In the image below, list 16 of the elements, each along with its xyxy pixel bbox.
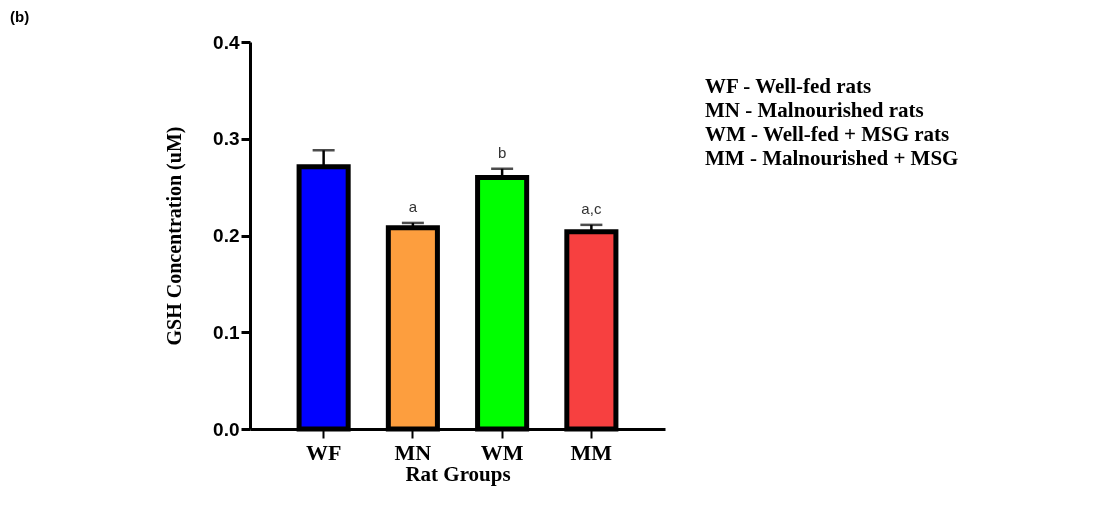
text: MM - Malnourished + MSG <box>705 146 959 170</box>
y-tick-label: 0.3 <box>213 128 240 150</box>
y-tick-label: 0.4 <box>213 31 240 53</box>
annotation: a,c <box>581 199 602 217</box>
y-axis-title: GSH Concentration (uM) <box>163 126 187 346</box>
text: WF - Well-fed rats <box>705 74 872 98</box>
x-tick-label: MM <box>570 439 613 465</box>
annotation: b <box>497 143 507 161</box>
text: WM - Well-fed + MSG rats <box>705 122 950 146</box>
x-tick-label: WF <box>305 439 342 465</box>
y-tick-label: 0.0 <box>213 418 240 440</box>
y-tick-label: 0.1 <box>213 321 240 343</box>
text: (b) <box>10 8 30 25</box>
y-tick-label: 0.2 <box>213 225 240 246</box>
annotation: a <box>408 197 418 215</box>
text: MN - Malnourished rats <box>705 98 924 122</box>
